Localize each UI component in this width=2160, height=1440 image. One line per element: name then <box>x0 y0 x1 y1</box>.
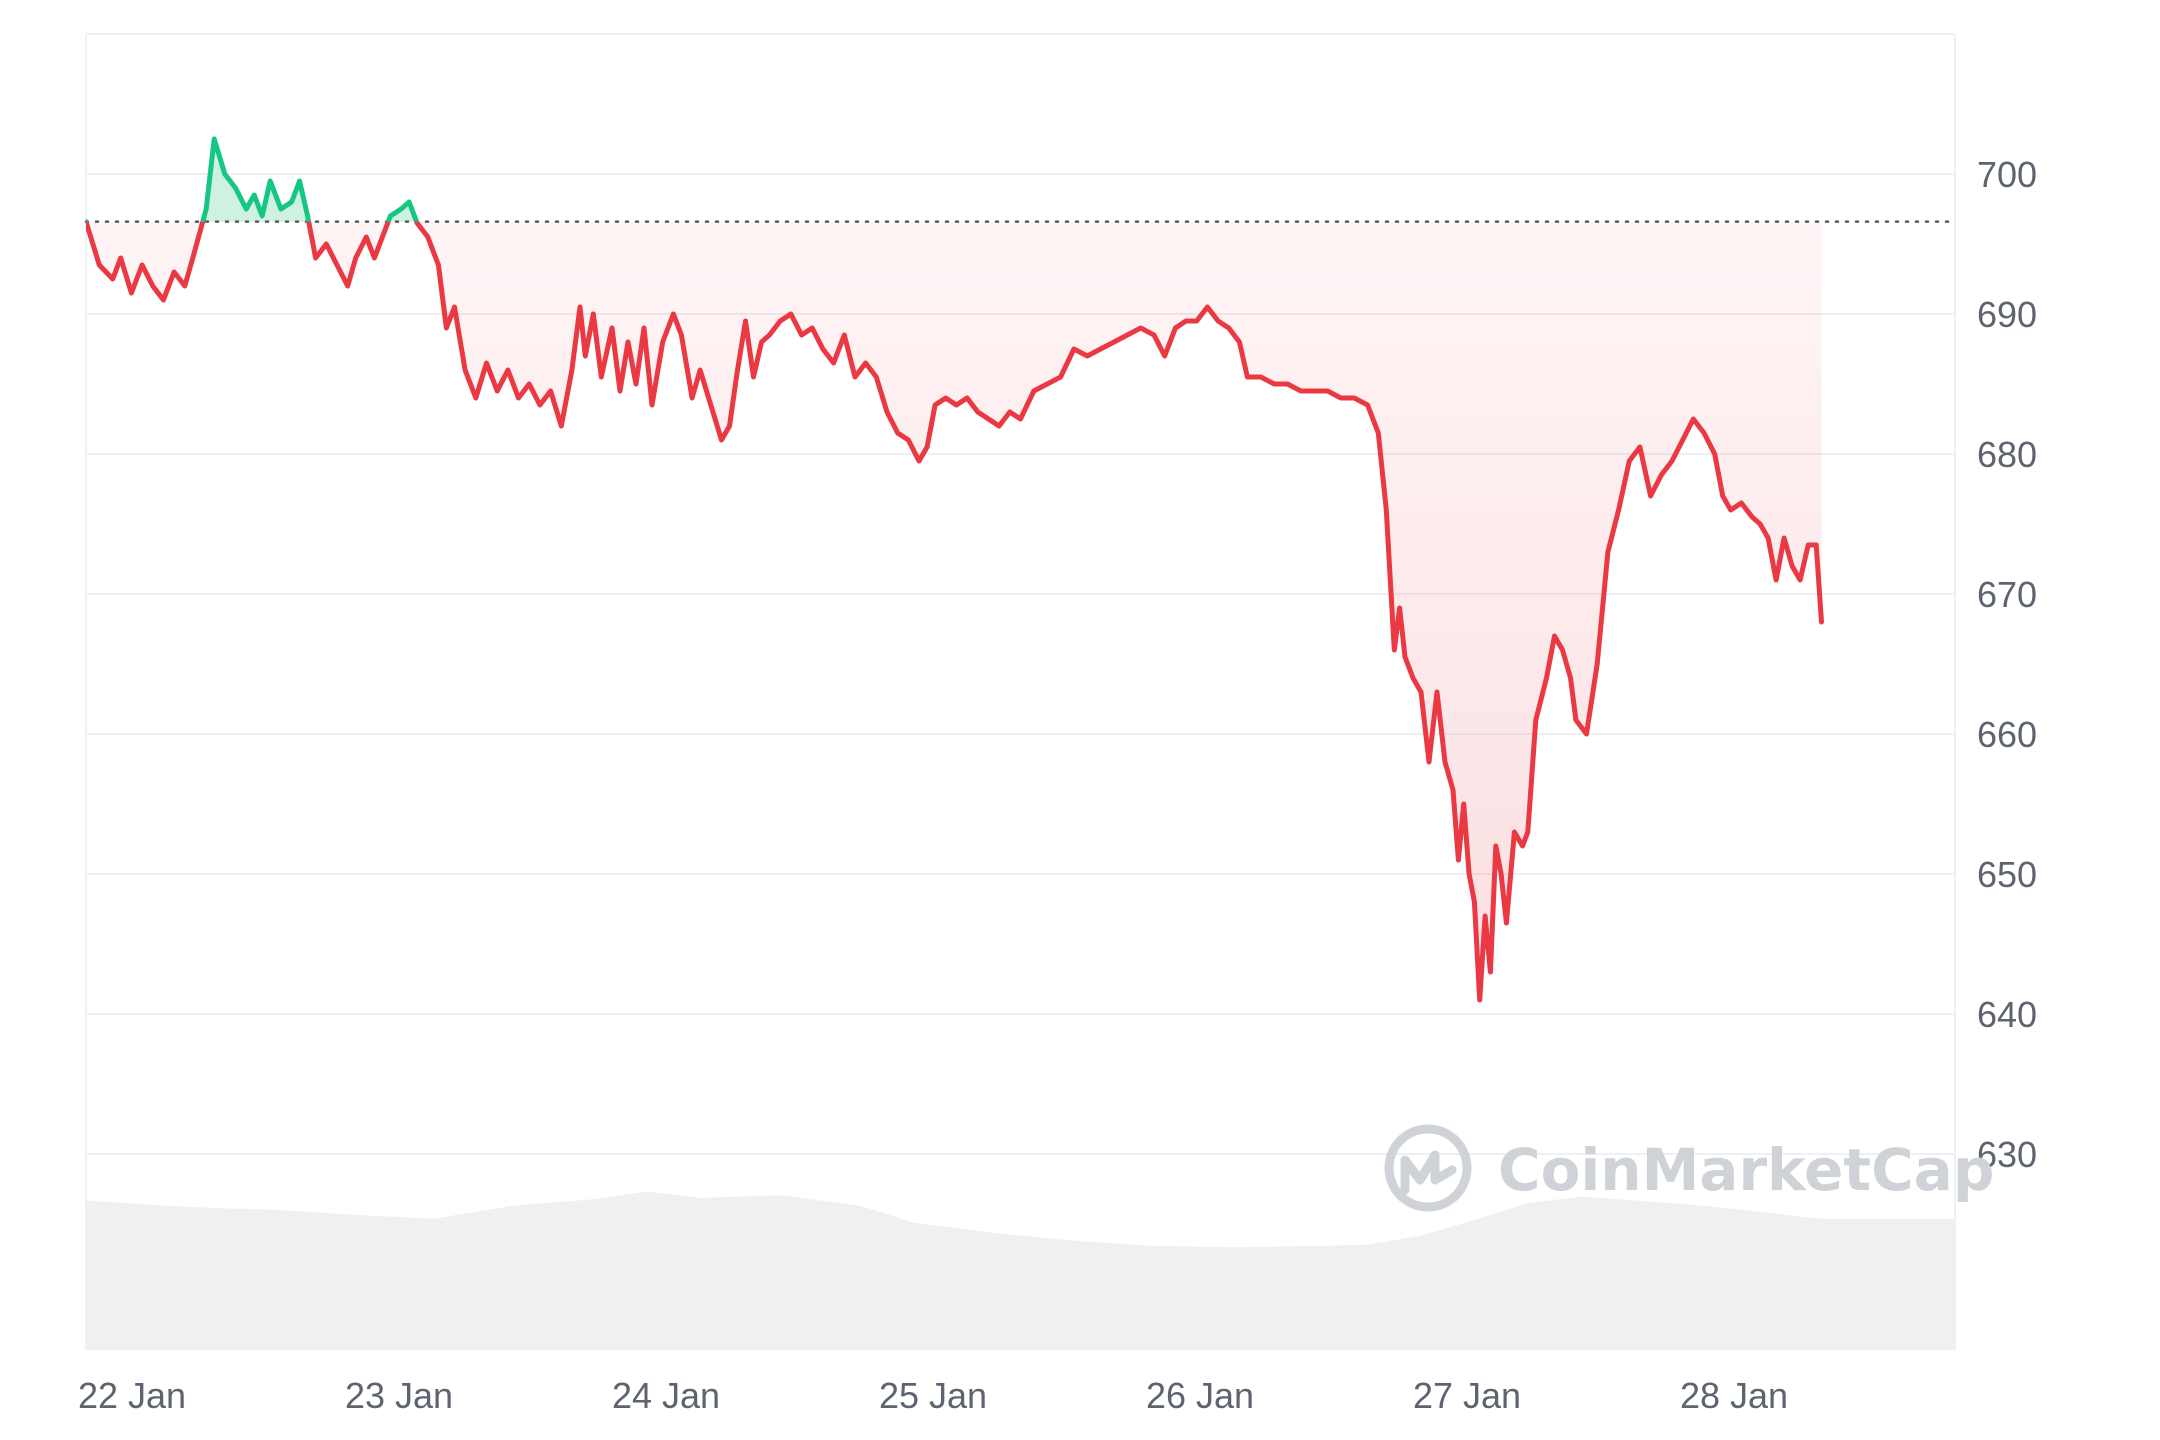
x-tick-label-6: 28 Jan <box>1680 1375 1788 1416</box>
x-tick-label-3: 25 Jan <box>879 1375 987 1416</box>
x-tick-label-5: 27 Jan <box>1413 1375 1521 1416</box>
price-fill <box>86 139 1822 1000</box>
coinmarketcap-logo-icon <box>1384 1124 1472 1212</box>
x-tick-label-2: 24 Jan <box>612 1375 720 1416</box>
coinmarketcap-watermark: CoinMarketCap <box>1384 1124 1994 1212</box>
volume-area-shape <box>86 1191 1955 1350</box>
y-tick-label-640: 640 <box>1977 994 2037 1035</box>
y-tick-label-690: 690 <box>1977 294 2037 335</box>
y-tick-label-670: 670 <box>1977 574 2037 615</box>
x-tick-label-1: 23 Jan <box>345 1375 453 1416</box>
y-tick-label-630: 630 <box>1977 1134 2037 1175</box>
y-tick-label-660: 660 <box>1977 714 2037 755</box>
y-tick-label-680: 680 <box>1977 434 2037 475</box>
y-tick-label-700: 700 <box>1977 154 2037 195</box>
x-tick-label-4: 26 Jan <box>1146 1375 1254 1416</box>
price-line <box>86 136 1824 1003</box>
grid-lines <box>85 33 1956 1350</box>
watermark-brand-text: CoinMarketCap <box>1498 1136 1994 1204</box>
price-line-down <box>86 221 1824 1003</box>
y-tick-label-650: 650 <box>1977 854 2037 895</box>
x-tick-label-0: 22 Jan <box>78 1375 186 1416</box>
price-fill-below-baseline <box>86 221 1822 1000</box>
y-axis-ticks: 630 640 650 660 670 680 690 700 <box>1977 154 2037 1175</box>
volume-area <box>86 1191 1955 1350</box>
x-axis-ticks: 22 Jan 23 Jan 24 Jan 25 Jan 26 Jan 27 Jan 28 J… <box>78 1375 1788 1416</box>
